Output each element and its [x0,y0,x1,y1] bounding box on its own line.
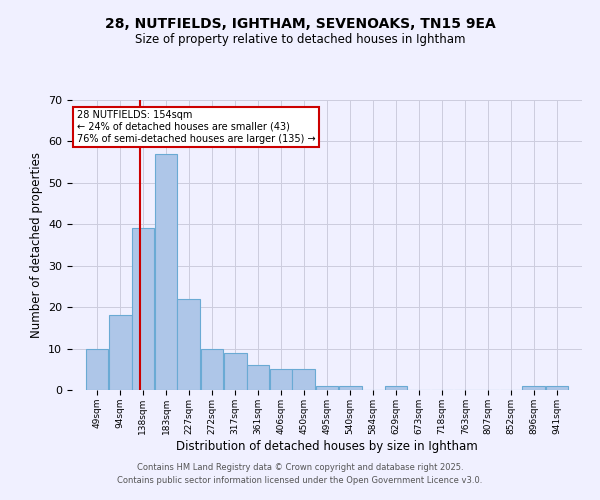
Bar [270,370,292,390]
Y-axis label: Number of detached properties: Number of detached properties [29,152,43,338]
Text: 28, NUTFIELDS, IGHTHAM, SEVENOAKS, TN15 9EA: 28, NUTFIELDS, IGHTHAM, SEVENOAKS, TN15 … [104,18,496,32]
Bar [178,299,200,390]
Bar [292,370,315,390]
Text: Contains public sector information licensed under the Open Government Licence v3: Contains public sector information licen… [118,476,482,485]
Bar [224,352,247,390]
Bar [523,386,545,390]
X-axis label: Distribution of detached houses by size in Ightham: Distribution of detached houses by size … [176,440,478,452]
Text: Size of property relative to detached houses in Ightham: Size of property relative to detached ho… [135,32,465,46]
Bar [155,154,178,390]
Bar [545,386,568,390]
Bar [131,228,154,390]
Bar [109,316,131,390]
Bar [86,348,109,390]
Bar [339,386,362,390]
Text: Contains HM Land Registry data © Crown copyright and database right 2025.: Contains HM Land Registry data © Crown c… [137,464,463,472]
Bar [200,348,223,390]
Bar [385,386,407,390]
Bar [316,386,338,390]
Bar [247,365,269,390]
Text: 28 NUTFIELDS: 154sqm
← 24% of detached houses are smaller (43)
76% of semi-detac: 28 NUTFIELDS: 154sqm ← 24% of detached h… [77,110,315,144]
